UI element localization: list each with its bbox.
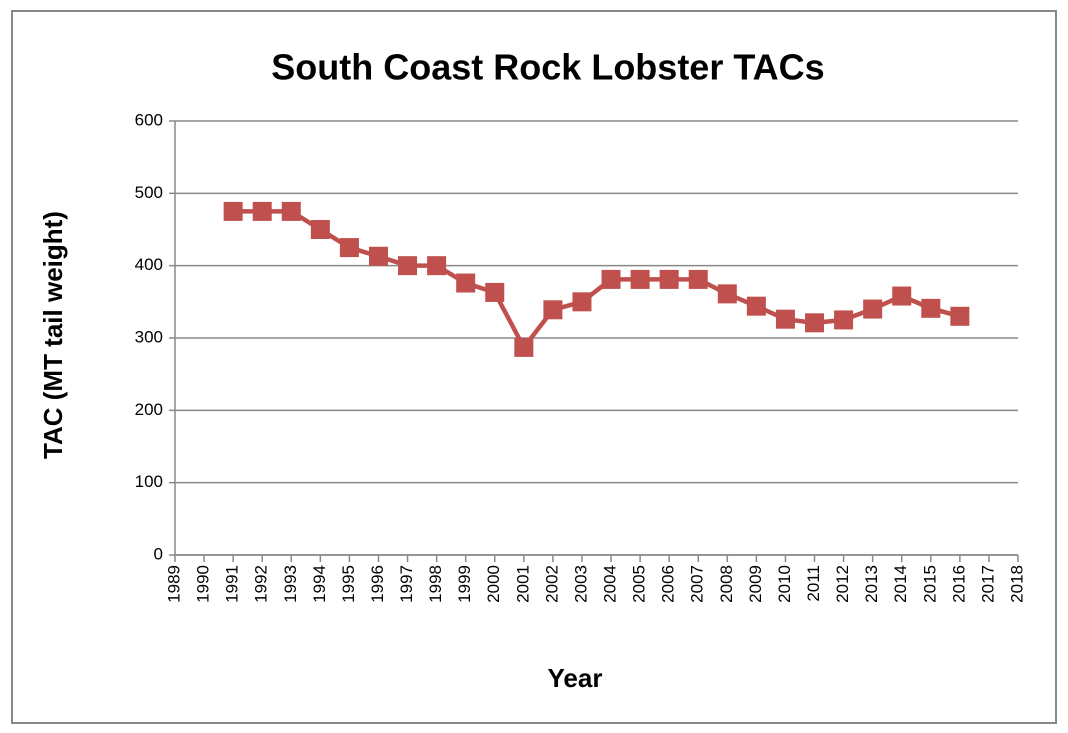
x-tick-label: 2006 <box>659 565 678 603</box>
marker <box>863 299 883 319</box>
x-tick-label: 2004 <box>601 565 620 603</box>
y-axis-label: TAC (MT tail weight) <box>38 211 68 459</box>
x-tick-label: 1993 <box>281 565 300 603</box>
marker <box>805 313 825 333</box>
x-tick-label: 1991 <box>223 565 242 603</box>
marker <box>717 284 737 304</box>
y-tick-label: 400 <box>135 255 163 274</box>
chart-border <box>11 10 1057 724</box>
marker <box>514 337 534 357</box>
x-tick-label: 2005 <box>630 565 649 603</box>
x-tick-label: 2017 <box>978 565 997 603</box>
y-tick-label: 500 <box>135 183 163 202</box>
x-tick-label: 2012 <box>833 565 852 603</box>
marker <box>630 269 650 289</box>
x-tick-label: 2003 <box>571 565 590 603</box>
y-tick-label: 200 <box>135 400 163 419</box>
marker <box>921 298 941 318</box>
marker <box>281 201 301 221</box>
x-tick-label: 1990 <box>194 565 213 603</box>
marker <box>746 296 766 316</box>
marker <box>892 286 912 306</box>
x-tick-label: 2008 <box>717 565 736 603</box>
marker <box>775 309 795 329</box>
x-tick-label: 2018 <box>1007 565 1026 603</box>
marker <box>252 201 272 221</box>
x-tick-label: 2001 <box>513 565 532 603</box>
x-tick-label: 1992 <box>252 565 271 603</box>
x-axis-label: Year <box>548 663 603 693</box>
marker <box>688 269 708 289</box>
x-tick-label: 1997 <box>397 565 416 603</box>
marker <box>427 256 447 276</box>
x-tick-label: 2015 <box>920 565 939 603</box>
marker <box>572 292 592 312</box>
x-tick-label: 1994 <box>310 565 329 603</box>
x-tick-label: 2009 <box>746 565 765 603</box>
marker <box>659 269 679 289</box>
y-tick-label: 0 <box>154 544 163 563</box>
marker <box>834 310 854 330</box>
marker <box>601 269 621 289</box>
marker <box>485 282 505 302</box>
y-tick-label: 600 <box>135 110 163 129</box>
x-tick-label: 2013 <box>862 565 881 603</box>
x-tick-label: 2010 <box>775 565 794 603</box>
marker <box>456 273 476 293</box>
marker <box>368 246 388 266</box>
marker <box>543 300 563 320</box>
y-tick-label: 300 <box>135 327 163 346</box>
x-tick-label: 2014 <box>891 565 910 603</box>
x-tick-label: 1989 <box>164 565 183 603</box>
x-tick-label: 2002 <box>542 565 561 603</box>
marker <box>950 306 970 326</box>
marker <box>339 238 359 258</box>
x-tick-label: 2011 <box>804 565 823 602</box>
x-tick-label: 2000 <box>484 565 503 603</box>
marker <box>223 201 243 221</box>
x-tick-label: 1999 <box>455 565 474 603</box>
y-tick-label: 100 <box>135 472 163 491</box>
x-tick-label: 2016 <box>949 565 968 603</box>
x-tick-label: 1995 <box>339 565 358 603</box>
x-tick-label: 1996 <box>368 565 387 603</box>
x-tick-label: 2007 <box>688 565 707 603</box>
chart-title: South Coast Rock Lobster TACs <box>271 47 824 88</box>
marker <box>398 256 418 276</box>
marker <box>310 220 330 239</box>
x-tick-label: 1998 <box>426 565 445 603</box>
